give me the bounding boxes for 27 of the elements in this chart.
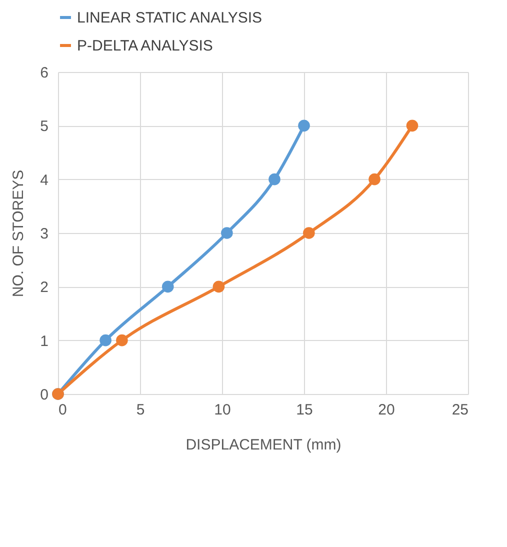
legend-label: P-DELTA ANALYSIS bbox=[77, 38, 213, 54]
legend-label: LINEAR STATIC ANALYSIS bbox=[77, 10, 262, 26]
point bbox=[116, 334, 128, 346]
y-tick-label: 4 bbox=[40, 172, 48, 189]
y-axis-title: NO. OF STOREYS bbox=[10, 170, 28, 298]
y-tick-label: 1 bbox=[40, 332, 48, 350]
point bbox=[221, 227, 233, 239]
x-tick-label: 20 bbox=[378, 402, 395, 418]
x-tick-label: 0 bbox=[58, 402, 67, 418]
point bbox=[406, 120, 418, 132]
y-tick-label: 5 bbox=[40, 118, 48, 136]
y-tick-label: 6 bbox=[40, 64, 48, 82]
point bbox=[100, 334, 112, 346]
point bbox=[212, 280, 225, 293]
x-tick-label: 10 bbox=[214, 402, 231, 418]
y-tick-label: 0 bbox=[40, 386, 48, 404]
x-tick-label: 15 bbox=[296, 402, 313, 418]
y-tick-label: 3 bbox=[40, 226, 48, 242]
point bbox=[162, 280, 174, 293]
point bbox=[268, 173, 280, 186]
y-tick-label: 2 bbox=[40, 279, 48, 296]
x-tick-label: 5 bbox=[136, 402, 145, 418]
point bbox=[303, 227, 315, 239]
point bbox=[368, 173, 380, 186]
x-tick-label: 25 bbox=[452, 402, 468, 418]
x-axis-title: DISPLACEMENT (mm) bbox=[186, 436, 342, 454]
point bbox=[298, 120, 310, 132]
